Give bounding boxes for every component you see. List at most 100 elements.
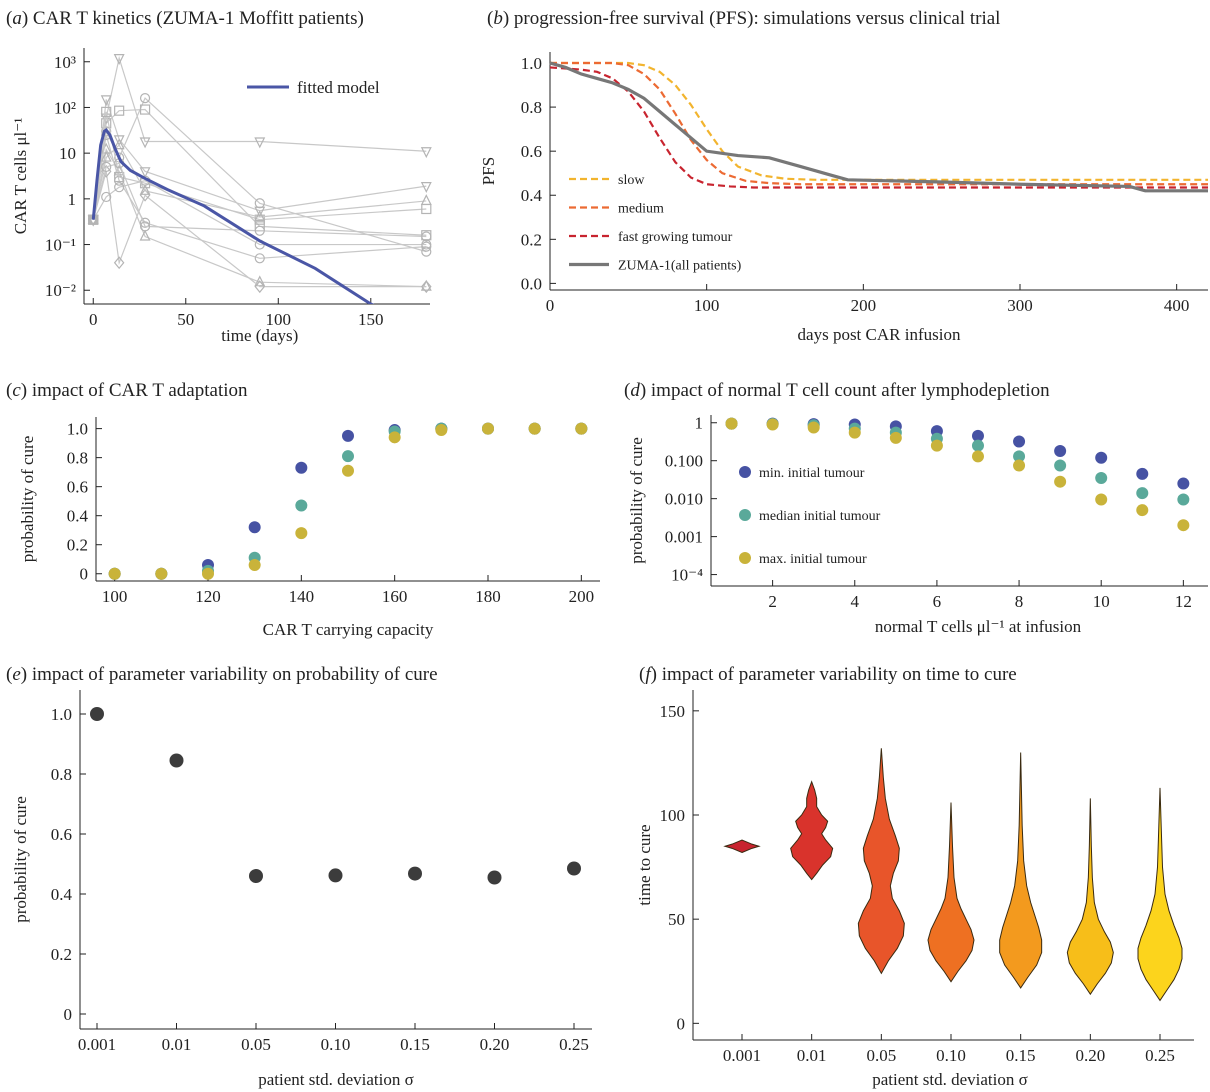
x-tick-label-f-4: 0.15 — [1006, 1046, 1036, 1065]
patient-point-3-5 — [420, 182, 432, 193]
point-d-2-11 — [1177, 519, 1190, 532]
point-c-1-4 — [295, 499, 308, 512]
point-c-2-1 — [155, 567, 168, 580]
x-tick-label-a-0: 0 — [89, 310, 98, 329]
y-tick-label-b-2: 0.4 — [521, 186, 543, 205]
point-d-0-9 — [1095, 451, 1108, 464]
y-tick-label-a-5: 10³ — [54, 53, 76, 72]
point-d-2-2 — [807, 421, 820, 434]
y-tick-label-a-4: 10² — [54, 98, 76, 117]
y-tick-label-d-2: 0.010 — [665, 490, 703, 509]
y-tick-label-d-1: 0.001 — [665, 528, 703, 547]
y-axis-label-b: PFS — [479, 157, 498, 185]
point-c-2-10 — [575, 422, 588, 435]
x-tick-label-d-3: 8 — [1015, 592, 1024, 611]
point-c-0-4 — [295, 461, 308, 474]
y-tick-label-c-3: 0.6 — [67, 478, 88, 497]
point-d-1-10 — [1136, 487, 1149, 500]
point-c-0-5 — [342, 429, 354, 442]
y-axis-label-d: probability of cure — [627, 437, 646, 564]
point-d-1-6 — [971, 439, 984, 452]
patient-point-9-1 — [100, 150, 112, 162]
legend-label-d-0: min. initial tumour — [759, 466, 865, 481]
violin-3 — [927, 802, 975, 983]
x-tick-label-c-4: 180 — [475, 587, 501, 606]
patient-point-9-2 — [113, 138, 125, 150]
y-tick-label-f-0: 0 — [677, 1014, 686, 1033]
point-e-6 — [567, 861, 581, 876]
x-axis-label-a: time (days) — [221, 326, 298, 345]
y-axis-label-f: time to cure — [635, 824, 654, 905]
point-d-1-8 — [1054, 459, 1067, 472]
point-d-0-8 — [1054, 445, 1067, 458]
x-tick-label-e-4: 0.15 — [400, 1035, 430, 1054]
panel-e-title: (e) impact of parameter variability on p… — [6, 664, 438, 685]
patient-point-9-4 — [254, 210, 266, 222]
point-e-2 — [249, 869, 263, 883]
patient-point-8-2 — [114, 182, 125, 193]
x-tick-label-f-3: 0.10 — [936, 1046, 966, 1065]
x-tick-label-c-1: 120 — [195, 587, 221, 606]
y-tick-label-e-5: 1.0 — [51, 705, 72, 724]
x-tick-label-b-3: 300 — [1007, 296, 1033, 315]
violin-2 — [857, 748, 905, 975]
point-d-2-6 — [971, 450, 984, 463]
legend-label-d-1: median initial tumour — [759, 509, 881, 524]
y-tick-label-b-4: 0.8 — [521, 98, 542, 117]
x-tick-label-f-1: 0.01 — [797, 1046, 827, 1065]
x-tick-label-c-0: 100 — [102, 587, 128, 606]
panel-f-title: (f) impact of parameter variability on t… — [639, 664, 1017, 685]
legend-label-pfs-2: fast growing tumour — [618, 230, 733, 245]
x-tick-label-d-2: 6 — [933, 592, 942, 611]
patient-point-0-3 — [139, 93, 151, 104]
point-c-2-9 — [528, 422, 541, 435]
patient-point-3-2 — [113, 135, 125, 147]
x-axis-label-d: normal T cells μl⁻¹ at infusion — [875, 617, 1082, 636]
patient-point-3-1 — [100, 95, 112, 107]
patient-point-7-2 — [114, 171, 125, 183]
x-tick-label-b-0: 0 — [546, 296, 555, 315]
legend-swatch-d-1 — [739, 509, 751, 521]
patient-point-5-0 — [87, 213, 99, 227]
point-d-2-7 — [1013, 459, 1026, 472]
patient-point-6-3 — [139, 217, 151, 228]
patient-line-3 — [92, 99, 427, 220]
y-tick-label-f-1: 50 — [668, 910, 685, 929]
point-e-1 — [169, 753, 184, 768]
patient-point-5-2 — [113, 256, 125, 270]
x-tick-label-c-5: 200 — [569, 587, 595, 606]
x-axis-label-c: CAR T carrying capacity — [263, 620, 434, 639]
x-axis-label-f: patient std. deviation σ — [872, 1070, 1028, 1089]
pfs-line-3 — [549, 61, 1208, 193]
patient-line-9 — [92, 144, 427, 220]
legend-label-d-2: max. initial tumour — [759, 552, 867, 567]
violin-0 — [723, 839, 761, 854]
point-d-1-11 — [1177, 493, 1190, 506]
patient-point-1-2 — [114, 105, 125, 116]
patient-line-5 — [92, 171, 427, 288]
x-tick-label-e-2: 0.05 — [241, 1035, 271, 1054]
x-tick-label-c-2: 140 — [289, 587, 315, 606]
legend-label-fitted-model: fitted model — [297, 78, 380, 97]
violin-5 — [1066, 798, 1114, 996]
point-c-2-4 — [295, 527, 308, 540]
point-e-5 — [487, 870, 502, 885]
patient-point-6-4 — [254, 253, 265, 264]
y-tick-label-a-0: 10⁻² — [45, 281, 76, 300]
point-d-2-0 — [725, 417, 738, 430]
x-tick-label-f-5: 0.20 — [1075, 1046, 1105, 1065]
y-tick-label-c-0: 0 — [80, 565, 89, 584]
x-tick-label-e-1: 0.01 — [162, 1035, 192, 1054]
x-tick-label-c-3: 160 — [382, 587, 408, 606]
y-tick-label-c-5: 1.0 — [67, 420, 88, 439]
point-e-4 — [408, 866, 422, 881]
y-tick-label-c-2: 0.4 — [67, 507, 89, 526]
point-c-2-5 — [342, 464, 354, 477]
x-tick-label-a-3: 150 — [358, 310, 384, 329]
y-tick-label-a-1: 10⁻¹ — [45, 236, 76, 255]
y-tick-label-a-2: 1 — [68, 190, 77, 209]
legend-label-pfs-0: slow — [618, 173, 645, 188]
y-tick-label-c-1: 0.2 — [67, 536, 88, 555]
patient-point-4-4 — [254, 275, 266, 287]
legend-swatch-d-2 — [739, 552, 751, 564]
